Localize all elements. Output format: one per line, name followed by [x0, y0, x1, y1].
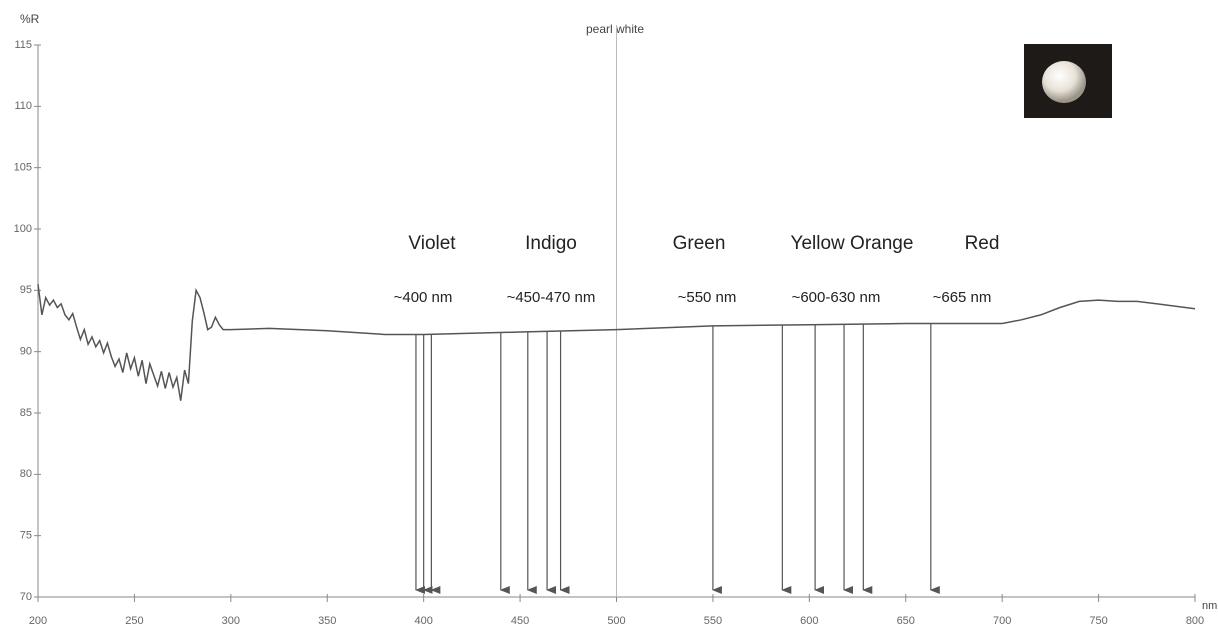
band-label: Green	[673, 233, 726, 254]
x-tick-label: 200	[29, 615, 47, 627]
band-label: Red	[965, 233, 1000, 254]
y-tick-label: 80	[20, 468, 32, 480]
x-tick-label: 700	[993, 615, 1011, 627]
x-tick-label: 250	[125, 615, 143, 627]
x-tick-label: 750	[1089, 615, 1107, 627]
band-range: ~550 nm	[678, 289, 737, 306]
band-range: ~665 nm	[933, 289, 992, 306]
x-tick-label: 650	[897, 615, 915, 627]
x-tick-label: 400	[414, 615, 432, 627]
spectrum-line	[37, 284, 1196, 401]
y-tick-label: 115	[14, 39, 32, 51]
y-tick-label: 110	[14, 100, 32, 112]
band-label: Indigo	[525, 233, 577, 254]
x-tick-label: 550	[704, 615, 722, 627]
x-tick-label: 350	[318, 615, 336, 627]
y-tick-label: 85	[20, 407, 32, 419]
x-tick-label: 500	[607, 615, 625, 627]
x-tick-label: 800	[1186, 615, 1204, 627]
x-axis-label: nm	[1202, 600, 1217, 612]
y-tick-label: 95	[20, 284, 32, 296]
y-tick-label: 105	[14, 162, 32, 174]
band-range: ~400 nm	[394, 289, 453, 306]
band-range: ~600-630 nm	[792, 289, 881, 306]
y-tick-label: 100	[14, 223, 32, 235]
x-tick-label: 450	[511, 615, 529, 627]
y-tick-label: 75	[20, 530, 32, 542]
x-tick-label: 600	[800, 615, 818, 627]
y-tick-label: 90	[20, 346, 32, 358]
band-label: Yellow Orange	[791, 233, 914, 254]
x-tick-label: 300	[222, 615, 240, 627]
y-tick-label: 70	[20, 591, 32, 603]
band-label: Violet	[408, 233, 456, 254]
y-axis-label: %R	[20, 12, 40, 26]
band-range: ~450-470 nm	[507, 289, 596, 306]
chart-title: pearl white	[586, 22, 644, 36]
pearl-photo	[1024, 44, 1112, 118]
